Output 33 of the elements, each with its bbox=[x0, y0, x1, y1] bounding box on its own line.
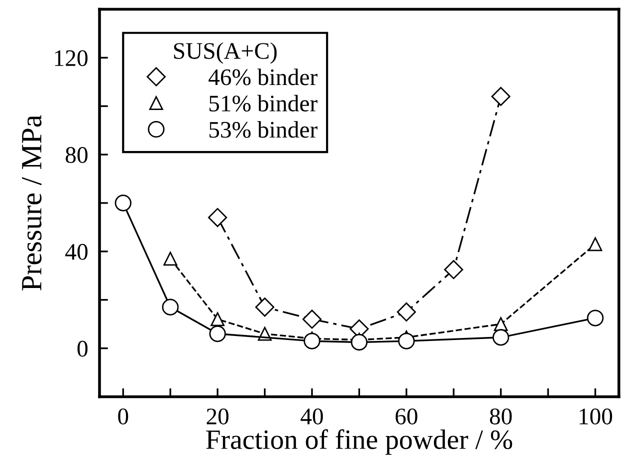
legend-label: 51% binder bbox=[210, 94, 318, 112]
legend-label: 46% binder bbox=[208, 68, 318, 86]
x-axis-title: Fraction of fine powder / % bbox=[206, 429, 512, 455]
point bbox=[350, 334, 368, 351]
x-tick-label: 100 bbox=[580, 408, 612, 424]
x-tick-label: 20 bbox=[206, 408, 228, 424]
y-tick-label: 80 bbox=[66, 147, 88, 163]
point bbox=[398, 332, 415, 350]
point bbox=[586, 310, 604, 326]
point bbox=[209, 325, 226, 342]
x-tick-label: 80 bbox=[490, 408, 512, 424]
y-tick-label: 40 bbox=[65, 244, 88, 260]
point bbox=[114, 194, 132, 212]
y-axis-title: Pressure / MPa bbox=[22, 115, 42, 290]
legend-title: SUS(A+C) bbox=[174, 42, 277, 64]
x-tick-label: 60 bbox=[396, 408, 418, 424]
point bbox=[304, 332, 320, 350]
point bbox=[210, 312, 225, 326]
x-tick-label: 40 bbox=[300, 408, 323, 424]
point bbox=[208, 208, 228, 228]
legend-label: 53% binder bbox=[210, 121, 318, 138]
point bbox=[491, 86, 510, 106]
point bbox=[396, 302, 416, 322]
y-tick-label: 0 bbox=[78, 340, 88, 357]
x-tick-label: 0 bbox=[118, 408, 128, 424]
point bbox=[444, 260, 464, 280]
point bbox=[302, 310, 322, 329]
point bbox=[492, 329, 510, 346]
point bbox=[162, 298, 179, 316]
point bbox=[588, 237, 602, 252]
y-tick-label: 120 bbox=[55, 50, 88, 66]
point bbox=[163, 252, 178, 266]
point bbox=[255, 298, 274, 317]
